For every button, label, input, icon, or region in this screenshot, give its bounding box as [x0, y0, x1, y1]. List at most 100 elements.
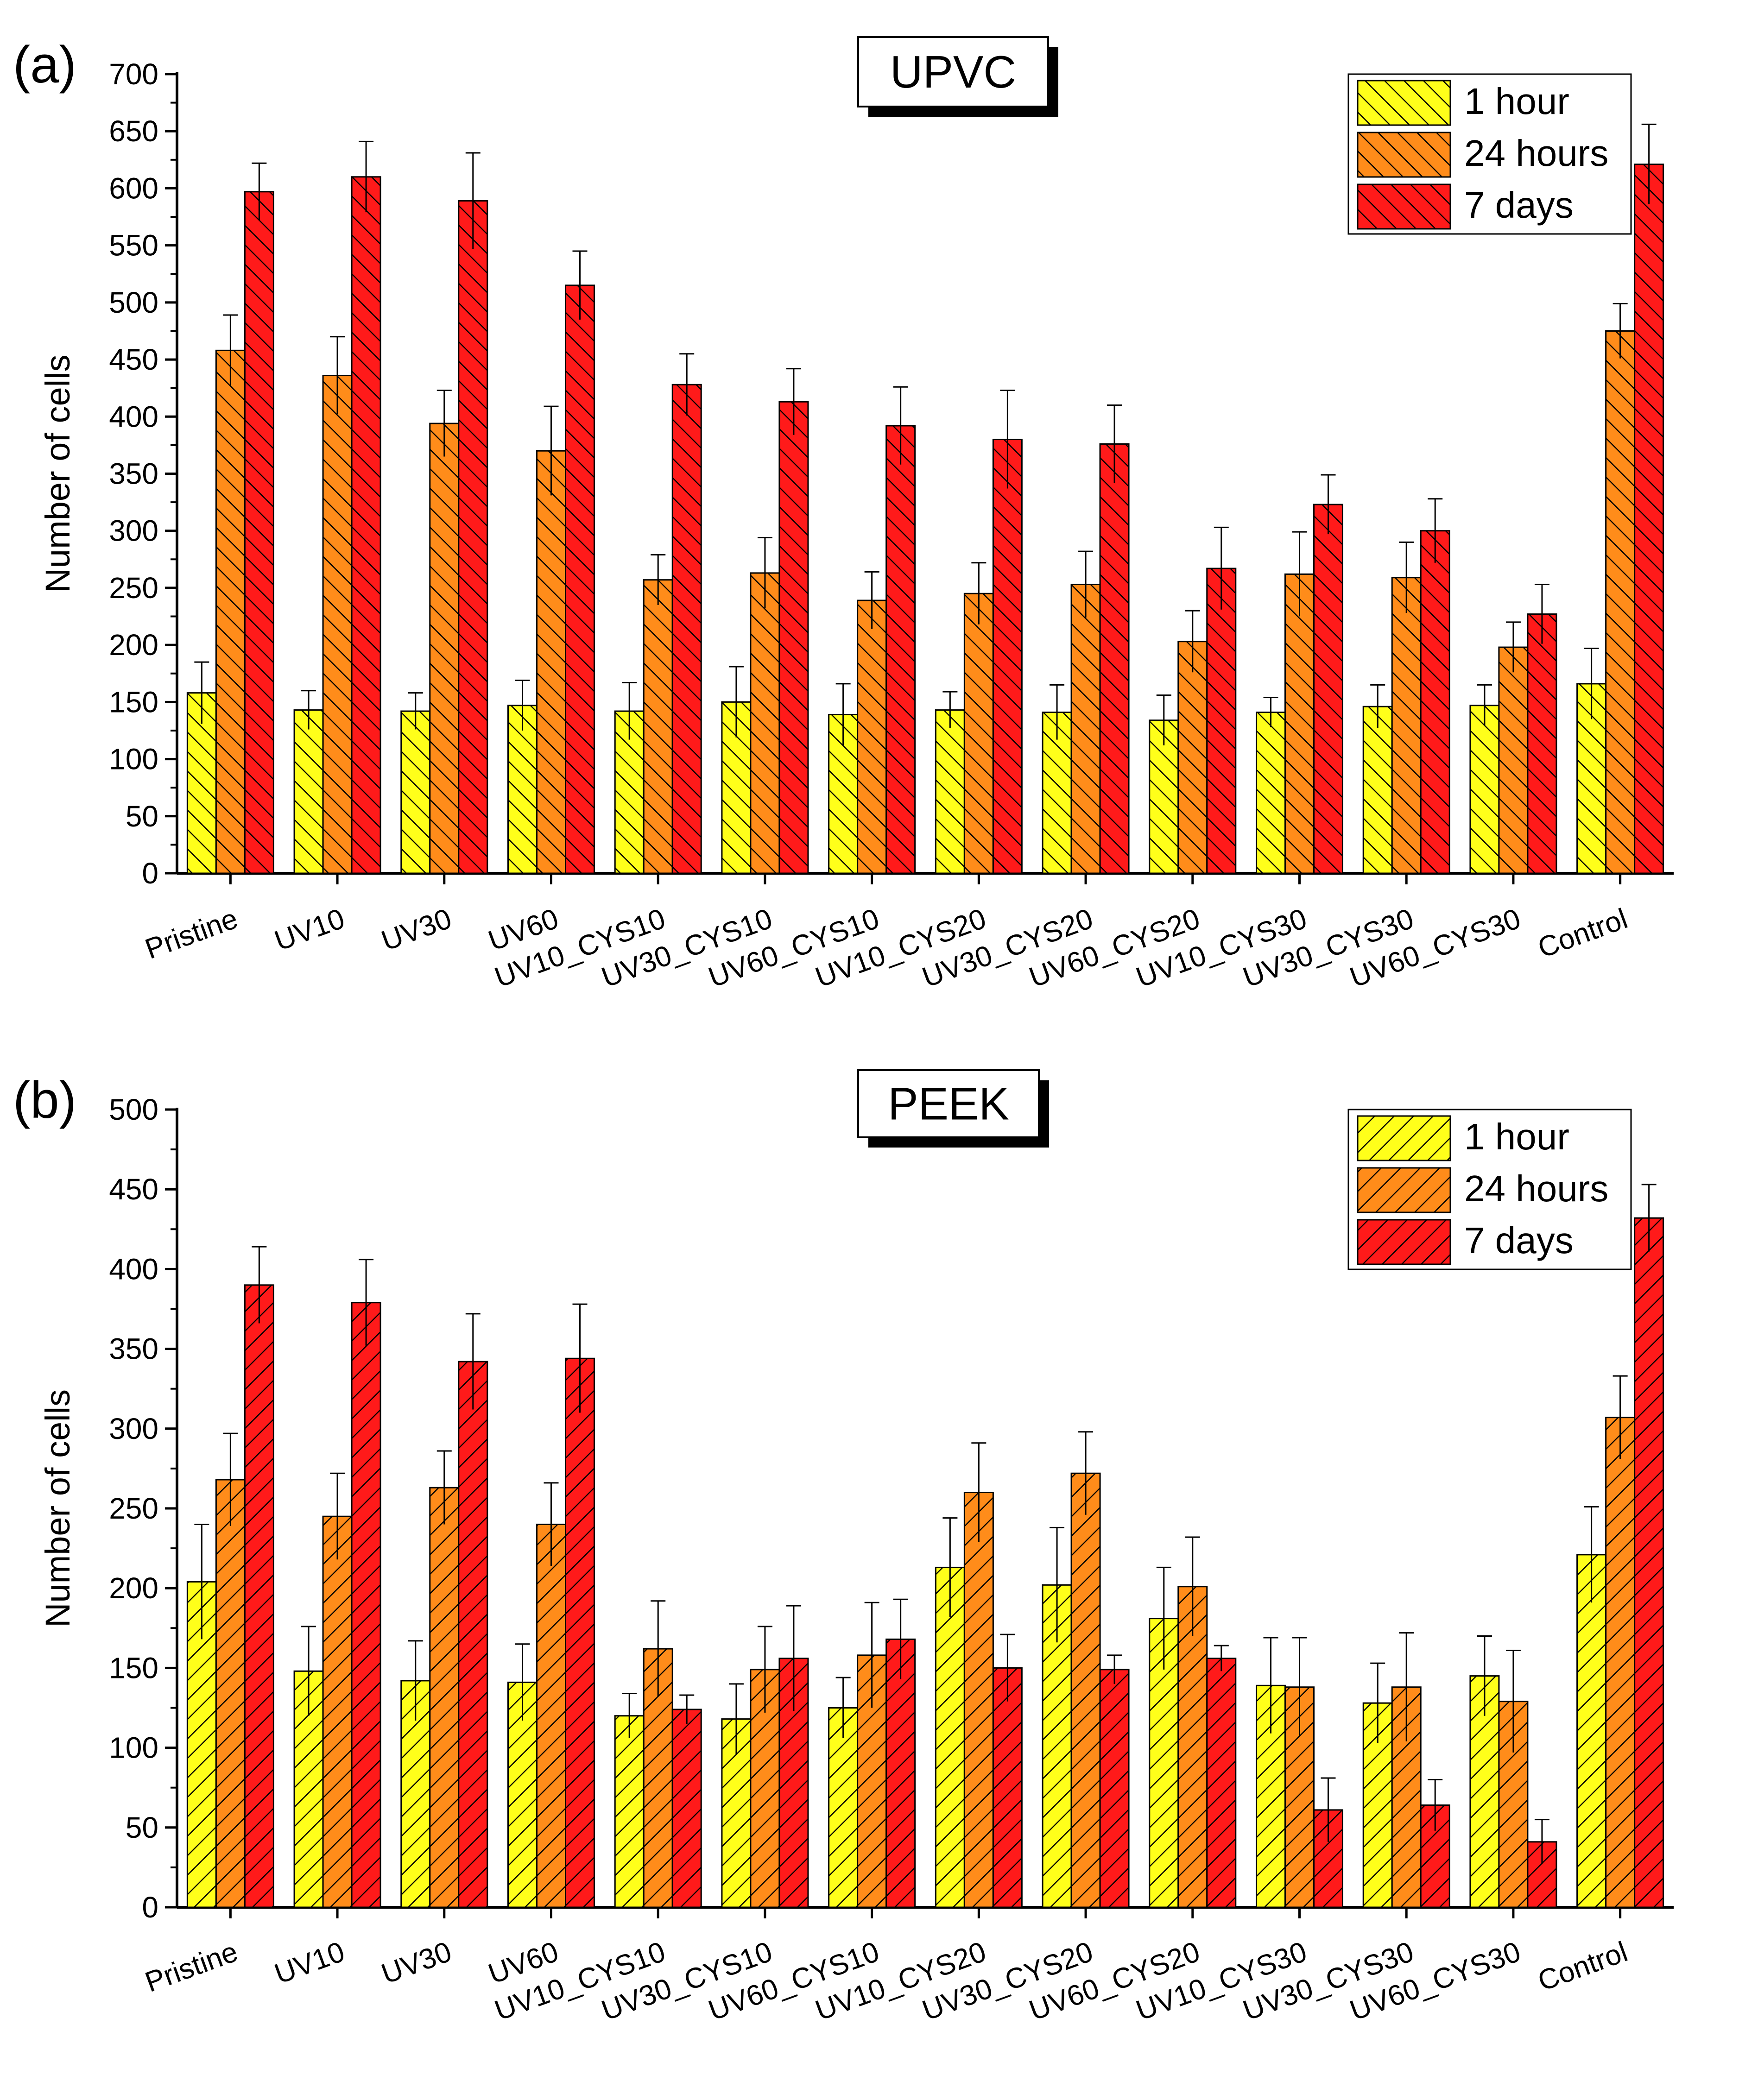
error-bar-1-hour-uv60 [515, 680, 530, 731]
error-bar-1-hour-uv60-cys10 [835, 683, 851, 745]
bar-1-hour-uv30-cys30 [1362, 706, 1393, 874]
error-bar-1-hour-control [1584, 1506, 1599, 1603]
y-tick-label: 200 [109, 1571, 158, 1605]
error-bar-24-hours-uv30-cys20 [1078, 1431, 1094, 1515]
error-bar-7-days-uv30-cys10 [786, 368, 801, 435]
y-tick-label: 450 [109, 343, 158, 376]
y-axis-label: Number of cells [38, 1389, 77, 1627]
error-bar-7-days-uv10 [359, 140, 374, 213]
bar-7-days-uv60 [565, 1357, 595, 1908]
y-tick-label: 100 [109, 743, 158, 776]
bar-24-hours-uv60-cys30 [1498, 646, 1529, 874]
bar-24-hours-uv30 [429, 1487, 460, 1908]
bar-24-hours-uv60-cys20 [1177, 641, 1208, 874]
y-tick-label: 400 [109, 1252, 158, 1286]
error-bar-7-days-uv60-cys10 [893, 386, 908, 465]
error-bar-1-hour-uv60-cys30 [1477, 684, 1492, 726]
error-bar-24-hours-uv10-cys30 [1292, 531, 1307, 617]
error-bar-1-hour-uv60-cys30 [1477, 1635, 1492, 1716]
bar-7-days-uv60-cys10 [885, 1638, 916, 1908]
error-bar-7-days-uv60-cys20 [1214, 1645, 1229, 1671]
error-bar-7-days-uv60-cys30 [1534, 584, 1549, 644]
x-tick-label-uv30: UV30 [377, 902, 455, 957]
bar-1-hour-uv10-cys20 [935, 1566, 965, 1908]
bar-24-hours-uv60 [536, 1523, 566, 1908]
error-bar-24-hours-uv30-cys10 [757, 537, 772, 609]
bar-24-hours-uv10 [322, 1515, 353, 1908]
panel-label: (b) [13, 1071, 76, 1129]
chart-title-box: PEEK [857, 1069, 1049, 1148]
bar-1-hour-uv10-cys30 [1256, 712, 1286, 874]
legend-label-7-days: 7 days [1464, 184, 1574, 226]
bar-24-hours-pristine [215, 1479, 246, 1908]
error-bar-24-hours-uv10 [330, 1472, 345, 1560]
error-bar-7-days-uv60-cys20 [1214, 526, 1229, 610]
error-bar-1-hour-uv10-cys10 [622, 1693, 637, 1738]
error-bar-1-hour-uv10 [301, 690, 316, 730]
bar-24-hours-uv10-cys20 [963, 1492, 994, 1908]
error-bar-7-days-control [1641, 1184, 1657, 1252]
y-tick-label: 50 [126, 1811, 158, 1844]
error-bar-7-days-uv60 [572, 1303, 588, 1413]
legend-swatch-1-hour [1357, 80, 1451, 126]
error-bar-1-hour-uv30-cys30 [1370, 1662, 1385, 1743]
error-bar-1-hour-uv30-cys30 [1370, 684, 1385, 729]
bar-1-hour-uv10-cys20 [935, 709, 965, 874]
error-bar-7-days-uv30 [465, 1313, 481, 1410]
bar-7-days-uv10-cys20 [992, 1667, 1023, 1908]
error-bar-7-days-uv30-cys30 [1428, 498, 1443, 563]
y-ticks: 0 50 100 150 200 250 300 350 400 450 500 550 600 650 7… [109, 57, 177, 890]
bar-7-days-uv10-cys30 [1313, 504, 1343, 874]
error-bar-24-hours-uv60-cys30 [1505, 621, 1521, 673]
error-bar-1-hour-uv60-cys20 [1156, 694, 1171, 745]
error-bar-1-hour-uv10-cys20 [942, 691, 958, 729]
legend-label-24-hours: 24 hours [1464, 132, 1608, 174]
bar-7-days-uv10-cys30 [1313, 1809, 1343, 1908]
error-bar-7-days-uv10-cys30 [1321, 474, 1336, 535]
error-bar-1-hour-uv60-cys10 [835, 1677, 851, 1738]
bar-1-hour-uv10 [293, 709, 324, 874]
legend-label-1-hour: 1 hour [1464, 1116, 1569, 1157]
bar-7-days-uv30-cys20 [1099, 443, 1130, 874]
y-tick-label: 350 [109, 457, 158, 491]
chart-title-box: UPVC [857, 36, 1058, 117]
chart-title: PEEK [888, 1078, 1009, 1129]
bar-1-hour-uv10-cys10 [614, 1715, 645, 1908]
error-bar-1-hour-uv30-cys10 [728, 666, 744, 738]
error-bar-24-hours-uv30-cys30 [1399, 541, 1414, 613]
bar-24-hours-uv10-cys30 [1284, 573, 1315, 874]
error-bar-7-days-uv10-cys20 [1000, 390, 1015, 489]
error-bar-7-days-uv10-cys30 [1321, 1777, 1336, 1842]
y-tick-label: 150 [109, 1651, 158, 1684]
error-bar-7-days-pristine [252, 1246, 267, 1324]
y-tick-label: 0 [142, 1891, 158, 1924]
y-tick-label: 550 [109, 229, 158, 262]
bar-1-hour-control [1576, 1554, 1607, 1908]
bar-7-days-uv10 [351, 176, 381, 874]
bar-1-hour-uv60 [507, 705, 538, 874]
y-tick-label: 700 [109, 57, 158, 91]
bars [186, 1184, 1664, 1908]
y-tick-label: 0 [142, 857, 158, 890]
error-bar-7-days-uv30-cys30 [1428, 1778, 1443, 1831]
bar-7-days-uv60-cys20 [1206, 1658, 1237, 1908]
y-tick-label: 50 [126, 800, 158, 833]
error-bar-24-hours-uv30-cys20 [1078, 550, 1094, 618]
title-frame [857, 36, 1049, 107]
error-bar-1-hour-uv30-cys20 [1050, 684, 1065, 740]
y-tick-label: 650 [109, 114, 158, 148]
bar-24-hours-uv60-cys10 [857, 599, 887, 874]
bar-24-hours-uv30-cys10 [750, 572, 780, 874]
bar-7-days-uv30-cys20 [1099, 1669, 1130, 1908]
error-bar-24-hours-pristine [223, 314, 238, 386]
y-tick-label: 350 [109, 1332, 158, 1366]
error-bar-1-hour-uv60 [515, 1643, 530, 1721]
bar-24-hours-uv30 [429, 423, 460, 874]
error-bar-24-hours-control [1613, 303, 1628, 359]
x-ticks: Pristine UV10 UV30 UV60UV10_CYS10UV30_CYS10… [141, 1907, 1631, 2027]
bar-7-days-pristine [244, 1284, 274, 1908]
x-tick-label-uv30: UV30 [377, 1936, 455, 1990]
legend: 1 hour 24 hours 7 days [1347, 73, 1632, 235]
bar-24-hours-uv30-cys20 [1070, 1472, 1101, 1908]
y-tick-label: 150 [109, 685, 158, 719]
